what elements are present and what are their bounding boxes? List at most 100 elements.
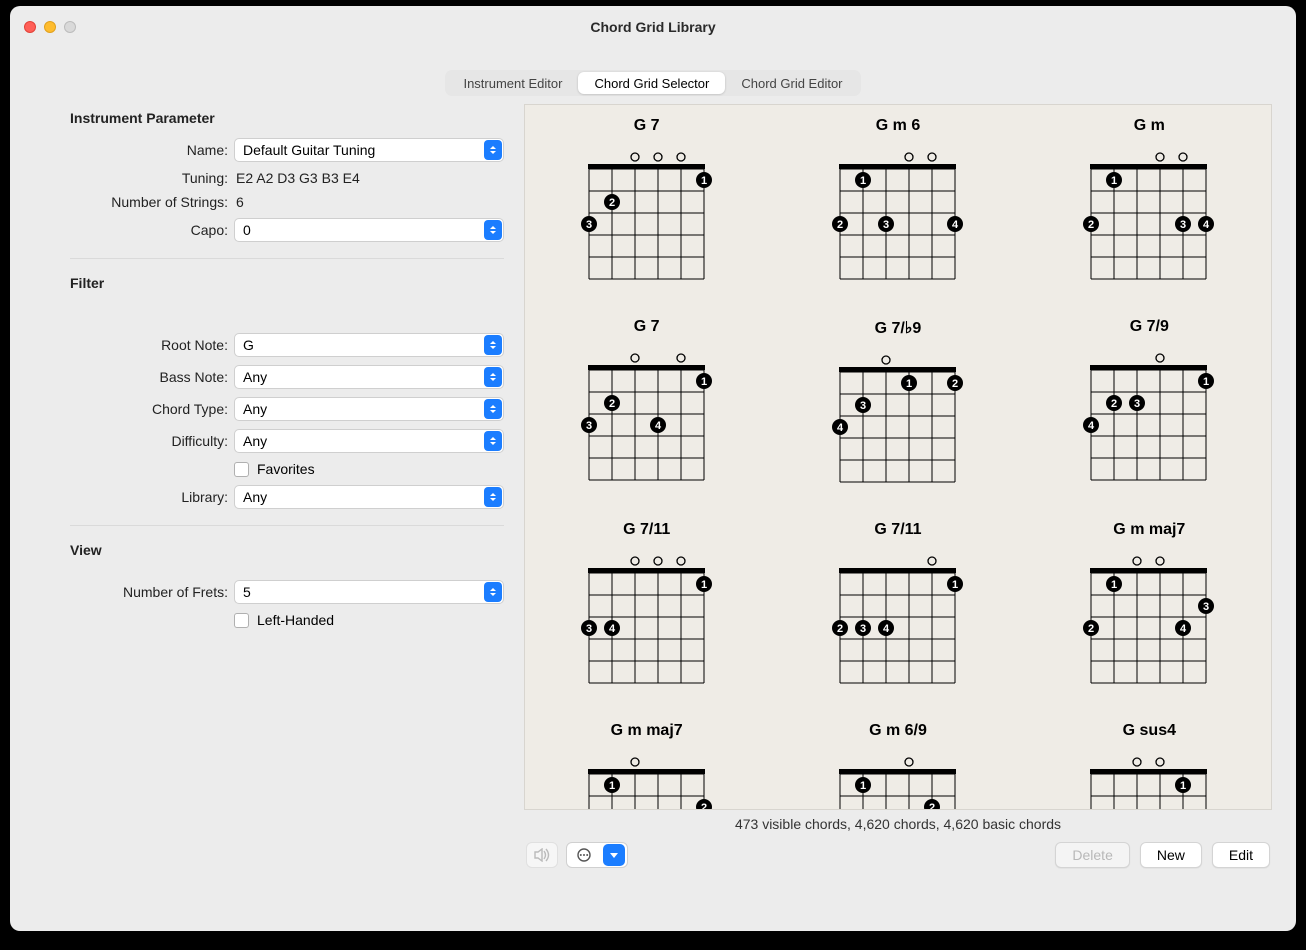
- chord-name: G m 6/9: [869, 722, 927, 740]
- svg-text:1: 1: [701, 376, 707, 388]
- strings-label: Number of Strings:: [70, 194, 228, 210]
- chord-diagram: 1234: [828, 344, 968, 494]
- chord-card[interactable]: G m 6/9 1234: [800, 722, 995, 809]
- chord-diagram: 123: [577, 141, 717, 291]
- svg-text:2: 2: [609, 398, 615, 410]
- svg-text:1: 1: [860, 175, 866, 187]
- svg-text:1: 1: [1111, 175, 1117, 187]
- dropdown-arrow-icon: [484, 335, 502, 355]
- chord-card[interactable]: G 7 123: [549, 117, 744, 294]
- favorites-checkbox[interactable]: [234, 462, 249, 477]
- chord-diagram: 1234: [828, 545, 968, 695]
- name-select[interactable]: Default Guitar Tuning: [234, 138, 504, 162]
- difficulty-select[interactable]: Any: [234, 429, 504, 453]
- chord-card[interactable]: G 7/91234: [1052, 318, 1247, 497]
- filter-section-title: Filter: [70, 275, 504, 291]
- name-label: Name:: [70, 142, 228, 158]
- svg-text:4: 4: [609, 623, 616, 635]
- left-handed-label: Left-Handed: [257, 612, 334, 628]
- menu-dropdown-button[interactable]: [566, 842, 628, 868]
- svg-text:3: 3: [1134, 398, 1140, 410]
- svg-text:4: 4: [837, 422, 844, 434]
- frets-select[interactable]: 5: [234, 580, 504, 604]
- tab-selector: Instrument EditorChord Grid SelectorChor…: [445, 70, 860, 96]
- tab-instrument-editor[interactable]: Instrument Editor: [447, 72, 578, 94]
- chord-card[interactable]: G m 61234: [800, 117, 995, 294]
- capo-select[interactable]: 0: [234, 218, 504, 242]
- titlebar: Chord Grid Library: [10, 6, 1296, 48]
- chord-diagram: 1234: [1079, 746, 1219, 809]
- chord-diagram: 1 2 3 4: [577, 342, 717, 492]
- svg-text:1: 1: [701, 579, 707, 591]
- svg-text:2: 2: [1088, 219, 1094, 231]
- svg-text:1: 1: [1203, 376, 1209, 388]
- dropdown-arrow-icon: [484, 431, 502, 451]
- svg-text:4: 4: [883, 623, 890, 635]
- svg-text:2: 2: [837, 219, 843, 231]
- svg-text:2: 2: [929, 802, 935, 809]
- bass-note-select[interactable]: Any: [234, 365, 504, 389]
- chord-card[interactable]: G m1234: [1052, 117, 1247, 294]
- library-select[interactable]: Any: [234, 485, 504, 509]
- chord-type-select[interactable]: Any: [234, 397, 504, 421]
- chord-name: G 7: [634, 318, 660, 336]
- chord-library-window: Chord Grid Library Instrument EditorChor…: [10, 6, 1296, 931]
- chord-grid-area: G 7123G m 61234G m1234G 71234G 7/♭91234G…: [524, 104, 1272, 810]
- instrument-section-title: Instrument Parameter: [70, 110, 504, 126]
- chord-diagram: 1234: [828, 141, 968, 291]
- window-title: Chord Grid Library: [10, 19, 1296, 35]
- svg-text:4: 4: [655, 420, 662, 432]
- chord-diagram: 134: [577, 545, 717, 695]
- chord-name: G 7/9: [1130, 318, 1169, 336]
- chord-diagram: 1234: [828, 746, 968, 809]
- chord-name: G m maj7: [611, 722, 683, 740]
- chord-name: G m: [1134, 117, 1165, 135]
- svg-text:1: 1: [1111, 579, 1117, 591]
- svg-text:1: 1: [609, 780, 615, 792]
- svg-text:4: 4: [1180, 623, 1187, 635]
- svg-text:3: 3: [586, 420, 592, 432]
- tab-chord-grid-editor[interactable]: Chord Grid Editor: [725, 72, 858, 94]
- svg-text:2: 2: [837, 623, 843, 635]
- chord-card[interactable]: G 7/♭91234: [800, 318, 995, 497]
- lib-label: Library:: [70, 489, 228, 505]
- svg-text:3: 3: [860, 400, 866, 412]
- edit-button[interactable]: Edit: [1212, 842, 1270, 868]
- chord-card[interactable]: G 7/111234: [800, 521, 995, 698]
- tab-chord-grid-selector[interactable]: Chord Grid Selector: [578, 72, 725, 94]
- chord-card[interactable]: G sus4 1234: [1052, 722, 1247, 809]
- new-button[interactable]: New: [1140, 842, 1202, 868]
- dropdown-arrow-icon: [484, 487, 502, 507]
- type-label: Chord Type:: [70, 401, 228, 417]
- left-handed-checkbox[interactable]: [234, 613, 249, 628]
- chord-card[interactable]: G m maj7 1324: [1052, 521, 1247, 698]
- diff-label: Difficulty:: [70, 433, 228, 449]
- delete-button[interactable]: Delete: [1055, 842, 1129, 868]
- tuning-value: E2 A2 D3 G3 B3 E4: [234, 170, 360, 186]
- chord-name: G m maj7: [1113, 521, 1185, 539]
- speaker-button[interactable]: [526, 842, 558, 868]
- chord-name: G sus4: [1123, 722, 1176, 740]
- chord-scroll[interactable]: G 7123G m 61234G m1234G 71234G 7/♭91234G…: [525, 105, 1271, 809]
- status-text: 473 visible chords, 4,620 chords, 4,620 …: [524, 810, 1272, 838]
- chord-name: G 7/11: [623, 521, 670, 539]
- chord-card[interactable]: G 7 1 2 3 4: [549, 318, 744, 497]
- root-note-select[interactable]: G: [234, 333, 504, 357]
- bass-label: Bass Note:: [70, 369, 228, 385]
- chord-card[interactable]: G 7/11 134: [549, 521, 744, 698]
- chord-name: G 7: [634, 117, 660, 135]
- svg-text:1: 1: [952, 579, 958, 591]
- chord-diagram: 1234: [1079, 342, 1219, 492]
- dropdown-arrow-icon: [484, 399, 502, 419]
- chevron-down-icon: [603, 844, 625, 866]
- svg-text:4: 4: [1088, 420, 1095, 432]
- capo-label: Capo:: [70, 222, 228, 238]
- chord-name: G 7/♭9: [875, 318, 922, 338]
- svg-text:1: 1: [701, 175, 707, 187]
- svg-text:3: 3: [586, 219, 592, 231]
- chord-diagram: 1324: [1079, 545, 1219, 695]
- chord-name: G m 6: [876, 117, 920, 135]
- tuning-label: Tuning:: [70, 170, 228, 186]
- frets-label: Number of Frets:: [70, 584, 228, 600]
- chord-card[interactable]: G m maj71234: [549, 722, 744, 809]
